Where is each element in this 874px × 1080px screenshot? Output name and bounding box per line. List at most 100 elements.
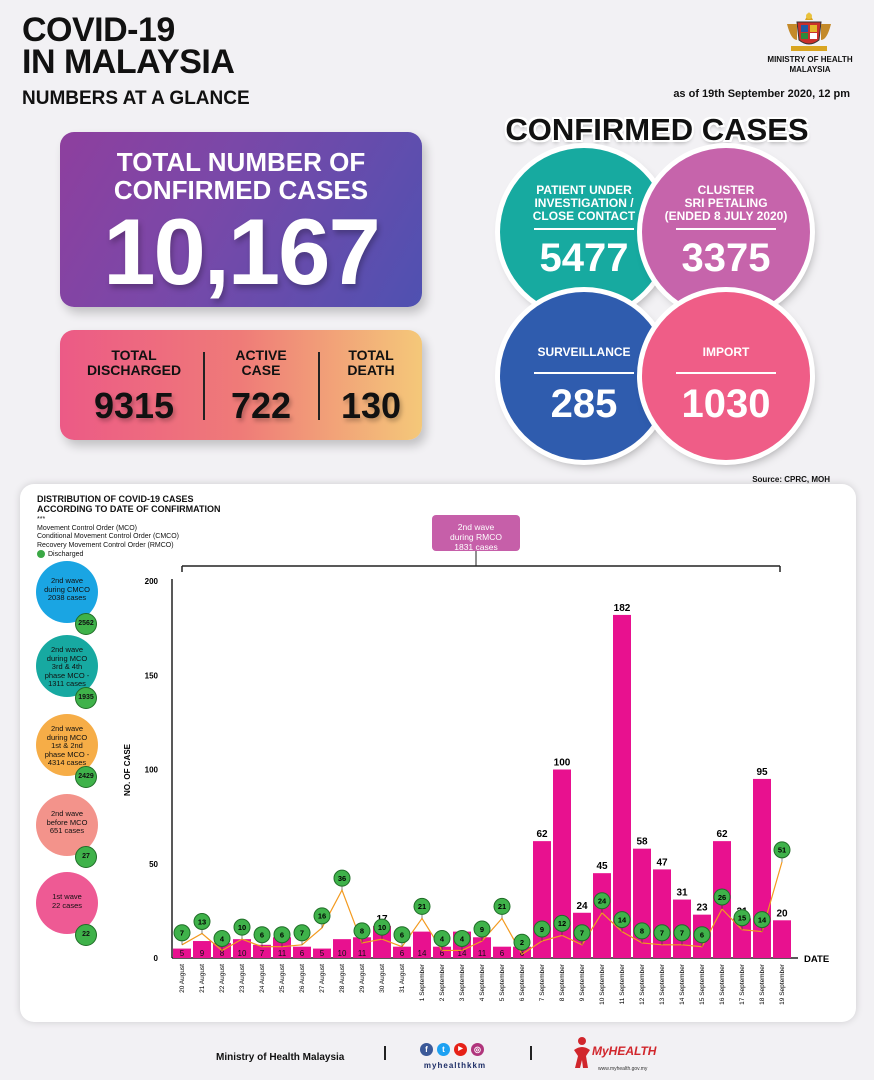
x-tick-label: 1 September	[419, 963, 426, 1001]
discharged-point	[493, 897, 511, 915]
bar	[233, 939, 251, 958]
death-stat: TOTAL DEATH 130	[324, 348, 418, 428]
bar-value-label: 58	[636, 837, 648, 848]
legend-discharged-label: Discharged	[48, 550, 84, 558]
x-tick-label: 5 September	[499, 963, 506, 1001]
discharged-point	[293, 924, 311, 942]
bar-value-label: 47	[656, 857, 668, 868]
death-value: 130	[340, 385, 402, 426]
wave-discharged-badge: 2429	[75, 766, 97, 788]
wave-label: phase MCO - 4314 cases	[44, 749, 90, 767]
wave-label: 651 cases	[49, 826, 85, 835]
page-subtitle: NUMBERS AT A GLANCE	[22, 88, 250, 109]
stat-divider	[318, 352, 320, 420]
discharged-point	[573, 924, 591, 942]
discharged-value-label: 14	[758, 915, 767, 924]
instagram-icon[interactable]: ◎	[471, 1043, 484, 1056]
pui-value: 5477	[539, 236, 629, 280]
wave-discharged-badge: 22	[75, 924, 97, 946]
bar-value-label: 6	[440, 949, 445, 958]
bar	[273, 937, 291, 958]
wave-circle: 2nd wave during CMCO 2038 cases	[36, 561, 98, 623]
wave-label: 3rd & 4th	[51, 662, 83, 671]
discharged-point	[553, 914, 571, 932]
footer-divider	[530, 1046, 532, 1060]
chart-title-line1: DISTRIBUTION OF COVID-19 CASES	[37, 494, 194, 504]
discharged-point	[413, 897, 431, 915]
discharged-dot-icon	[37, 550, 45, 558]
x-tick-label: 25 August	[279, 964, 286, 993]
bar-value-label: 11	[278, 949, 287, 958]
discharged-value-label: 21	[418, 902, 426, 911]
chart-title-line2: ACCORDING TO DATE OF CONFIRMATION	[37, 504, 221, 514]
discharged-value-label: 6	[400, 930, 404, 939]
discharged-value-label: 10	[238, 923, 246, 932]
discharged-value-label: 2	[520, 938, 524, 947]
source-note: Source: CPRC, MOH	[752, 475, 830, 484]
y-tick-label: 200	[145, 577, 159, 586]
discharged-point	[593, 892, 611, 910]
x-tick-label: 11 September	[619, 963, 626, 1004]
page-title: COVID-19 IN MALAYSIA	[22, 13, 235, 79]
youtube-icon[interactable]: ▶	[454, 1043, 467, 1056]
bar-value-label: 9	[200, 949, 205, 958]
cluster-label-line2: SRI PETALING	[684, 196, 768, 210]
x-tick-label: 8 September	[559, 963, 566, 1001]
ministry-name: MINISTRY OF HEALTH MALAYSIA	[760, 55, 860, 75]
bar	[333, 939, 351, 958]
footer-handle[interactable]: myhealthkkm	[423, 1061, 487, 1070]
facebook-icon[interactable]: f	[420, 1043, 433, 1056]
myhealth-logo: MyHEALTH	[592, 1044, 657, 1058]
footer-url[interactable]: www.myhealth.gov.my	[598, 1066, 648, 1072]
discharged-point	[373, 918, 391, 936]
bar-value-label: 10	[238, 949, 247, 958]
pui-circle: PATIENT UNDER INVESTIGATION / CLOSE CONT…	[500, 148, 668, 316]
discharged-label: TOTAL DISCHARGED	[68, 348, 200, 380]
discharged-value-label: 6	[280, 930, 284, 939]
bar	[193, 941, 211, 958]
bar-value-label: 31	[676, 888, 688, 899]
wave-label: phase MCO - 1311 cases	[44, 670, 90, 688]
x-tick-label: 10 September	[599, 963, 606, 1005]
legend-mco: Movement Control Order (MCO)	[37, 524, 137, 532]
bar-value-label: 5	[180, 949, 185, 958]
bar-value-label: 23	[696, 903, 708, 914]
bar-value-label: 7	[260, 949, 265, 958]
bar-value-label: 5	[320, 949, 325, 958]
wave-label: before MCO	[46, 817, 88, 827]
twitter-icon[interactable]: t	[437, 1043, 450, 1056]
total-label-line2: CONFIRMED CASES	[113, 175, 369, 205]
discharged-value-label: 9	[540, 925, 544, 934]
rmco-wave-box: 2nd wave during RMCO 1831 cases	[432, 515, 520, 552]
discharged-value-label: 7	[300, 929, 304, 938]
wave-label: during MCO	[46, 732, 88, 742]
x-tick-label: 21 August	[199, 964, 206, 993]
discharged-point	[773, 841, 791, 859]
footer-divider	[384, 1046, 386, 1060]
ministry-crest-icon	[787, 12, 831, 51]
discharged-value-label: 7	[660, 929, 664, 938]
bar-value-label: 6	[400, 949, 405, 958]
surveillance-divider	[534, 372, 634, 374]
discharged-value-label: 8	[360, 927, 364, 936]
discharged-point	[713, 888, 731, 906]
footer-ministry: Ministry of Health Malaysia	[216, 1052, 345, 1063]
import-divider	[676, 372, 776, 374]
x-tick-label: 27 August	[319, 964, 326, 993]
pui-label-line1: PATIENT UNDER	[536, 183, 632, 197]
discharged-value-label: 7	[680, 929, 684, 938]
discharged-stat: TOTAL DISCHARGED 9315	[68, 348, 200, 428]
x-tick-label: 28 August	[339, 964, 346, 993]
discharged-point	[633, 922, 651, 940]
discharged-value-label: 21	[498, 902, 506, 911]
discharged-point	[433, 929, 451, 947]
surveillance-value: 285	[550, 382, 618, 426]
pui-label-line2: INVESTIGATION /	[534, 196, 634, 210]
bar-value-label: 24	[576, 901, 588, 912]
discharged-point	[693, 926, 711, 944]
x-tick-label: 4 September	[479, 963, 486, 1001]
death-label-line1: TOTAL	[348, 347, 394, 363]
discharged-point	[253, 926, 271, 944]
import-value: 1030	[681, 382, 771, 426]
